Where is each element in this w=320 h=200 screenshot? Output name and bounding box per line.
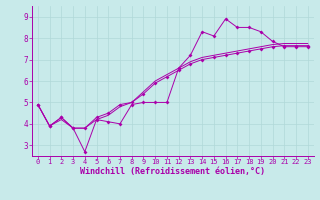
X-axis label: Windchill (Refroidissement éolien,°C): Windchill (Refroidissement éolien,°C) (80, 167, 265, 176)
